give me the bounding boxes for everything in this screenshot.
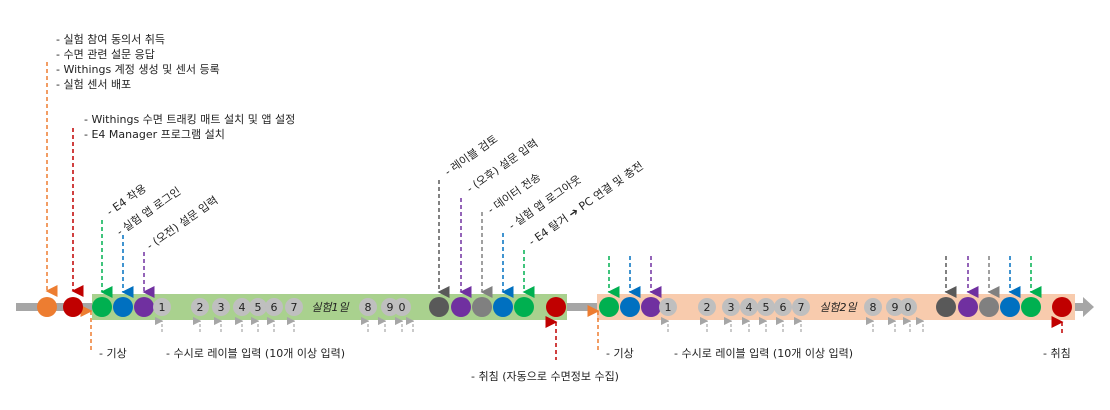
day1-label-number: 1 [159,301,166,314]
day1-wake-label: - 기상 [99,347,127,360]
day2-label-circle [659,298,677,316]
day2-label-circle [899,298,917,316]
timeline-arrowhead [1083,297,1094,317]
day2-label-circle [886,298,904,316]
day1-evening-step-circle [472,297,492,317]
day2-evening-step-circle [936,297,956,317]
day1-label-circle [153,298,171,316]
day1-morning-step-circle [113,297,133,317]
day2-label-circle [792,298,810,316]
day2-evening-step-circle [1021,297,1041,317]
day1-label-number: 4 [239,301,246,314]
day1-title: 실험1일 [311,301,349,314]
day2-morning-step-circle [620,297,640,317]
day2-sleep-label: - 취침 [1043,347,1071,360]
day1-label-number: 9 [387,301,394,314]
day1-label-circle [249,298,267,316]
day1-label-circle [285,298,303,316]
day2-label-circle [864,298,882,316]
day2-label-circle [740,298,758,316]
day1-labels-text: - 수시로 레이블 입력 (10개 이상 입력) [166,347,345,360]
day1-evening-step-circle [493,297,513,317]
day1-label-number: 6 [271,301,278,314]
day1-evening-step-circle [451,297,471,317]
day1-evening-step-circle [429,297,449,317]
day1-label-number: 2 [197,301,204,314]
day1-morning-step-circle [134,297,154,317]
day2-title: 실험2일 [819,301,857,314]
pre-setup-text: - 수면 관련 설문 응답 [56,48,155,61]
day2-morning-step-circle [641,297,661,317]
day1-label-number: 0 [399,301,406,314]
day1-label-circle [212,298,230,316]
day2-label-number: 3 [728,301,735,314]
day2-label-number: 6 [780,301,787,314]
day2-wake-label: - 기상 [606,347,634,360]
day1-label-number: 8 [365,301,372,314]
day2-label-circle [774,298,792,316]
pre-setup-circle [37,297,57,317]
setup-circle [63,297,83,317]
day2-labels-text: - 수시로 레이블 입력 (10개 이상 입력) [674,347,853,360]
day1-sleep-circle [546,297,566,317]
day2-label-number: 2 [704,301,711,314]
day2-label-number: 1 [665,301,672,314]
day1-morning-step-circle [92,297,112,317]
pre-setup-text: - 실험 참여 동의서 취득 [56,33,165,46]
day2-label-circle [757,298,775,316]
setup-text: - E4 Manager 프로그램 설치 [84,128,225,141]
day1-label-number: 5 [255,301,262,314]
day2-label-number: 5 [763,301,770,314]
setup-text: - Withings 수면 트래킹 매트 설치 및 앱 설정 [84,113,295,126]
day2-label-number: 9 [892,301,899,314]
day1-label-circle [359,298,377,316]
day1-label-number: 3 [218,301,225,314]
day1-label-circle [191,298,209,316]
timeline-segment [566,303,598,311]
day2-label-number: 7 [798,301,805,314]
pre-setup-text: - Withings 계정 생성 및 센서 등록 [56,63,220,76]
day2-label-circle [722,298,740,316]
day2-sleep-circle [1052,297,1072,317]
day2-evening-step-circle [979,297,999,317]
day2-label-number: 4 [746,301,753,314]
pre-setup-text: - 실험 센서 배포 [56,78,131,91]
day2-evening-step-circle [1000,297,1020,317]
day2-evening-step-circle [958,297,978,317]
day2-morning-step-circle [599,297,619,317]
day1-evening-step-circle [514,297,534,317]
timeline-segment [1075,303,1083,311]
day2-label-circle [698,298,716,316]
day2-label-number: 0 [905,301,912,314]
day1-label-circle [393,298,411,316]
day1-sleep-label: - 취침 (자동으로 수면정보 수집) [471,370,619,383]
day1-label-number: 7 [291,301,298,314]
day2-label-number: 8 [870,301,877,314]
day1-label-circle [265,298,283,316]
day1-label-circle [233,298,251,316]
